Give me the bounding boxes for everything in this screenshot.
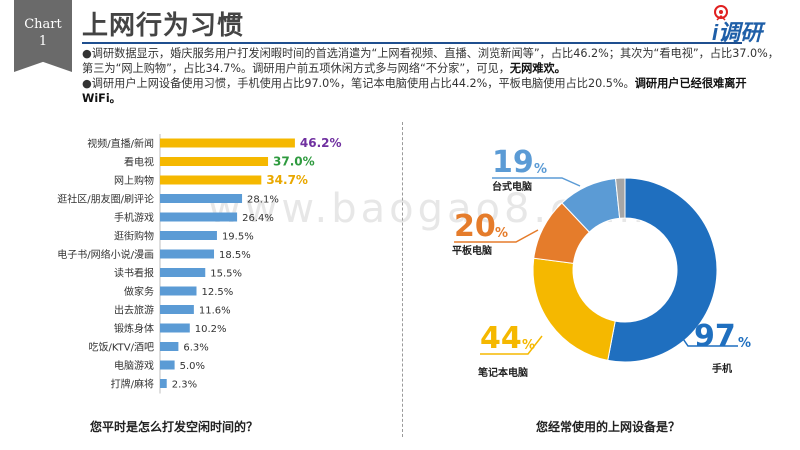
bar-category-label: 手机游戏 [114, 211, 154, 224]
donut-value-label: 97 [694, 319, 736, 354]
bar [160, 323, 190, 333]
bar-value-label: 46.2% [300, 136, 342, 150]
section-divider [402, 122, 403, 437]
donut-leader-line [480, 335, 543, 355]
bar-category-label: 逛社区/朋友圈/刷评论 [57, 193, 154, 206]
bar [160, 379, 167, 388]
donut-leader-line [454, 229, 539, 243]
logo: i调研 [712, 5, 766, 45]
bar-value-label: 28.1% [247, 195, 279, 206]
bar-category-label: 打牌/麻将 [111, 378, 154, 391]
bar-value-label: 15.5% [210, 269, 242, 280]
donut-value-label: 20 [454, 209, 496, 244]
summary-bold-1: 无网难欢。 [509, 62, 566, 75]
donut-slice [614, 177, 626, 219]
donut-leader-line [492, 177, 581, 187]
donut-slice [532, 257, 616, 361]
bar-value-label: 18.5% [219, 250, 251, 261]
bar [160, 231, 217, 240]
donut-unit-label: % [738, 336, 751, 351]
chart-tag: Chart 1 [14, 0, 72, 72]
bar-category-label: 出去旅游 [114, 304, 154, 317]
donut-category-label: 手机 [712, 362, 732, 375]
bar-category-label: 读书看报 [114, 267, 154, 280]
donut-category-label: 笔记本电脑 [478, 366, 528, 379]
bar-value-label: 11.6% [199, 306, 231, 317]
device-chart-caption: 您经常使用的上网设备是？ [536, 420, 681, 434]
donut-value-label: 19 [492, 145, 534, 180]
bar-category-label: 吃饭/KTV/酒吧 [89, 341, 154, 354]
chart-tag-line2: 1 [38, 34, 48, 49]
bar [160, 175, 262, 185]
bar-value-label: 37.0% [273, 155, 315, 169]
bar [160, 286, 197, 296]
bar [160, 138, 295, 148]
donut-leader-line [669, 319, 738, 347]
bar [160, 268, 206, 277]
bar-category-label: 做家务 [124, 285, 154, 298]
bar-category-label: 看电视 [124, 156, 154, 169]
bar-category-label: 电脑游戏 [114, 359, 154, 372]
donut-category-label: 台式电脑 [492, 180, 532, 193]
bar-value-label: 6.3% [183, 343, 208, 354]
leisure-chart-caption: 您平时是怎么打发空闲时间的？ [90, 420, 259, 434]
bar [160, 305, 194, 314]
summary-paragraph-2: ●调研用户上网设备使用习惯，手机使用占比97.0%，笔记本电脑使用占比44.2%… [82, 76, 782, 106]
bar-category-label: 电子书/网络小说/漫画 [57, 248, 154, 261]
bar-value-label: 5.0% [180, 361, 205, 372]
summary-paragraph-1: ●调研数据显示，婚庆服务用户打发闲暇时间的首选消遣为“上网看视频、直播、浏览新闻… [82, 46, 782, 76]
bar-category-label: 逛街购物 [114, 230, 154, 243]
bar-value-label: 2.3% [172, 380, 197, 391]
donut-category-label: 平板电脑 [452, 244, 492, 257]
bar [160, 249, 215, 259]
bar-value-label: 34.7% [266, 173, 308, 187]
bar [160, 360, 175, 370]
title-rule [82, 42, 742, 44]
chart-tag-line1: Chart [24, 17, 62, 32]
bar [160, 157, 269, 166]
bar [160, 212, 238, 222]
bar-category-label: 网上购物 [114, 174, 154, 187]
bar-category-label: 视频/直播/新闻 [87, 137, 154, 150]
bar-value-label: 12.5% [202, 287, 234, 298]
bar [160, 194, 243, 203]
donut-unit-label: % [522, 338, 535, 353]
summary-text-2: ●调研用户上网设备使用习惯，手机使用占比97.0%，笔记本电脑使用占比44.2%… [82, 77, 635, 90]
donut-value-label: 44 [480, 321, 522, 356]
summary-bold-2: 调研用户已经很难离开WiFi。 [82, 77, 747, 105]
bar-value-label: 26.4% [242, 213, 274, 224]
bar-value-label: 19.5% [222, 232, 254, 243]
summary: ●调研数据显示，婚庆服务用户打发闲暇时间的首选消遣为“上网看视频、直播、浏览新闻… [82, 46, 782, 106]
page-title: 上网行为习惯 [82, 11, 245, 41]
donut-unit-label: % [495, 226, 508, 241]
bar [160, 342, 179, 351]
logo-text: i调研 [712, 20, 766, 45]
bar-category-label: 锻炼身体 [114, 322, 154, 335]
donut-unit-label: % [534, 162, 547, 177]
summary-text-1: ●调研数据显示，婚庆服务用户打发闲暇时间的首选消遣为“上网看视频、直播、浏览新闻… [82, 47, 779, 75]
leisure-bar-chart: 视频/直播/新闻 46.2% 看电视 37.0% 网上购物 34.7% 逛社区/朋友圈/刷评… [57, 134, 342, 394]
donut-slice [607, 177, 718, 363]
logo-star-icon [714, 5, 728, 21]
bar-value-label: 10.2% [195, 324, 227, 335]
